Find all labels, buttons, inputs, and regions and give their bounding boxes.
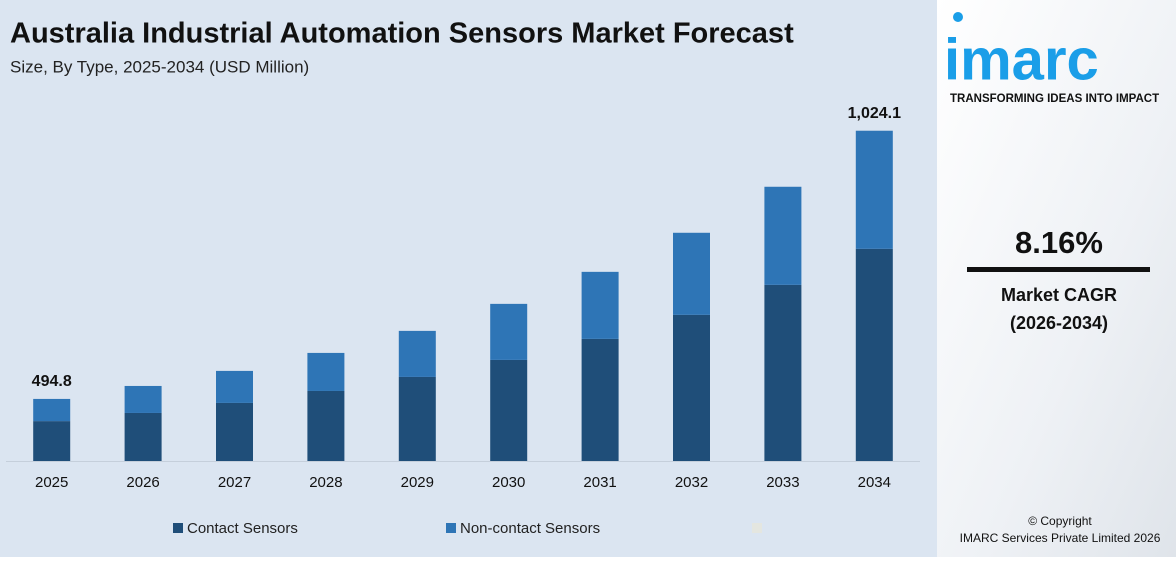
sidebar-background — [937, 0, 1176, 557]
bar-segment — [398, 376, 436, 461]
cagr-label: Market CAGR — [1001, 285, 1117, 305]
bar-segment — [673, 314, 710, 461]
bar-segment — [216, 370, 253, 403]
copyright: © Copyright — [1028, 514, 1092, 528]
legend-swatch — [446, 523, 456, 533]
bar-segment — [855, 130, 893, 249]
chart-subtitle: Size, By Type, 2025-2034 (USD Million) — [10, 57, 309, 76]
chart-title: Australia Industrial Automation Sensors … — [10, 18, 794, 50]
divider — [967, 267, 1150, 272]
bar-segment — [581, 338, 619, 461]
bar-segment — [307, 352, 345, 391]
bar-segment — [307, 390, 345, 461]
cagr: 8.16% — [1015, 225, 1103, 260]
legend-label: Non-contact Sensors — [460, 520, 600, 537]
x-tick-label: 2033 — [766, 474, 799, 491]
total-label: 1,024.1 — [848, 105, 901, 122]
bar-segment — [490, 359, 528, 461]
x-tick-label: 2031 — [583, 474, 616, 491]
x-tick-label: 2027 — [218, 474, 251, 491]
x-tick-label: 2029 — [401, 474, 434, 491]
x-tick-label: 2030 — [492, 474, 525, 491]
x-tick-label: 2028 — [309, 474, 342, 491]
bar-segment — [581, 271, 619, 339]
x-tick-label: 2025 — [35, 474, 68, 491]
total-label: 494.8 — [32, 373, 72, 390]
cagr-period: (2026-2034) — [1010, 313, 1108, 333]
x-tick-label: 2032 — [675, 474, 708, 491]
logo-dot — [953, 12, 963, 22]
legend-blank — [752, 523, 762, 533]
bar-segment — [216, 402, 253, 461]
bar-segment — [764, 186, 802, 285]
bar-segment — [124, 412, 162, 461]
x-tick-label: 2026 — [126, 474, 159, 491]
legend-swatch — [173, 523, 183, 533]
x-tick-label: 2034 — [858, 474, 891, 491]
company: IMARC Services Private Limited 2026 — [960, 531, 1161, 545]
bar-segment — [124, 385, 162, 413]
tagline: TRANSFORMING IDEAS INTO IMPACT — [950, 93, 1159, 105]
bar-segment — [33, 398, 71, 422]
logo: imarc — [944, 27, 1099, 92]
bar-segment — [764, 284, 802, 461]
bar-segment — [855, 248, 893, 461]
bar-segment — [398, 330, 436, 377]
bar-segment — [33, 421, 71, 461]
bar-segment — [490, 303, 528, 360]
bar-segment — [673, 232, 710, 315]
legend-label: Contact Sensors — [187, 520, 298, 537]
